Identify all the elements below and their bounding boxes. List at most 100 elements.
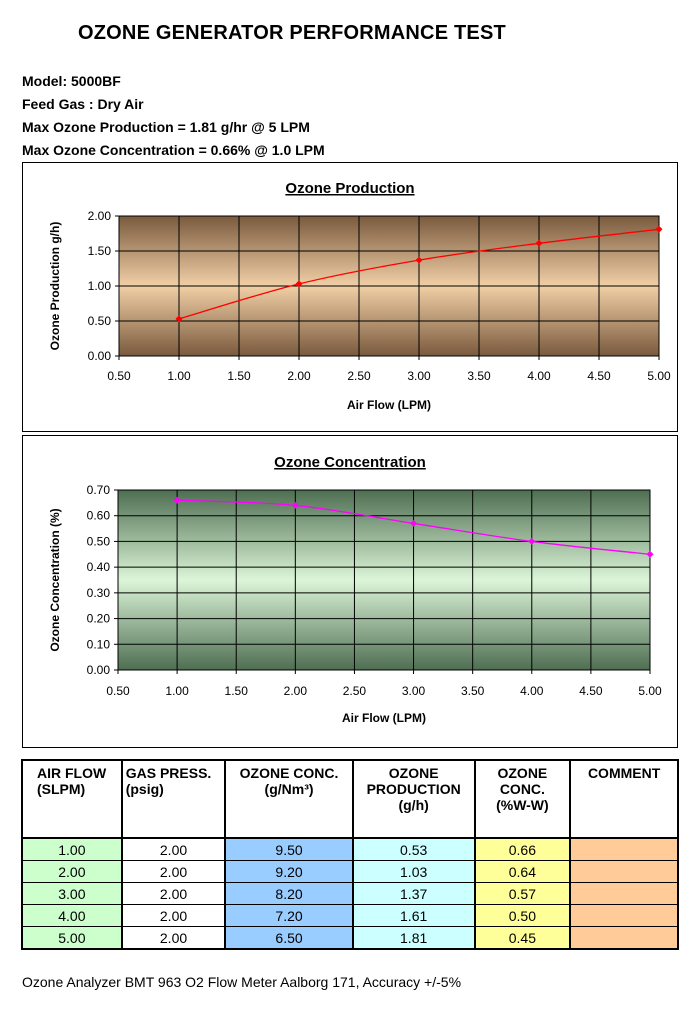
col-ozone-conc: OZONE CONC. (g/Nm³) — [224, 759, 354, 839]
x-tick-label: 2.50 — [343, 684, 367, 698]
cell-comment — [569, 837, 679, 861]
col-gas-press-unit: (psig) — [125, 781, 164, 797]
y-tick-label: 0.60 — [87, 509, 111, 523]
x-tick-label: 4.50 — [579, 684, 603, 698]
x-tick-label: 1.00 — [167, 369, 191, 383]
col-air-flow: AIR FLOW (SLPM) — [21, 759, 123, 839]
x-tick-label: 2.00 — [284, 684, 308, 698]
cell-gas-press: 2.00 — [120, 926, 227, 950]
concentration-data-point — [291, 501, 299, 509]
cell-ozone-conc: 8.20 — [224, 882, 354, 905]
col-gas-press-label: GAS PRESS. — [125, 765, 212, 781]
plot-area — [118, 490, 650, 670]
concentration-chart-box: 0.50 1.00 1.50 2.00 2.50 3.00 3.50 4.00 4.50 5.00… — [22, 435, 678, 748]
col-production-unit: (g/h) — [398, 797, 429, 813]
table-row: 1.00 2.00 9.50 0.53 0.66 — [21, 837, 679, 861]
col-production-label-2: PRODUCTION — [366, 781, 461, 797]
concentration-data-point — [646, 550, 654, 558]
y-tick-label: 0.30 — [87, 586, 111, 600]
col-air-flow-label: AIR FLOW — [37, 765, 107, 781]
footer-note: Ozone Analyzer BMT 963 O2 Flow Meter Aal… — [22, 974, 462, 990]
cell-gas-press: 2.00 — [120, 882, 227, 905]
production-chart-box: 0.50 1.00 1.50 2.00 2.50 3.00 3.50 4.00 4.50 5.00… — [22, 162, 678, 432]
cell-conc-pct: 0.50 — [473, 904, 572, 927]
concentration-data-point — [173, 496, 181, 504]
y-tick-label: 0.00 — [87, 663, 111, 677]
cell-production: 0.53 — [351, 837, 476, 861]
x-tick-label: 5.00 — [638, 684, 662, 698]
col-production: OZONE PRODUCTION (g/h) — [351, 759, 476, 839]
col-conc-pct-unit: (%W-W) — [496, 797, 549, 813]
col-conc-pct-label-2: CONC. — [499, 781, 545, 797]
y-tick-label: 0.20 — [87, 612, 111, 626]
col-ozone-conc-label: OZONE CONC. — [239, 765, 339, 781]
col-conc-pct: OZONE CONC. (%W-W) — [473, 759, 572, 839]
col-ozone-conc-unit: (g/Nm³) — [264, 781, 314, 797]
x-tick-label: 2.00 — [287, 369, 311, 383]
y-tick-label: 2.00 — [88, 209, 112, 223]
cell-conc-pct: 0.66 — [473, 837, 572, 861]
plot-border — [117, 489, 651, 671]
x-tick-label: 3.00 — [407, 369, 431, 383]
y-axis-title: Ozone Production g/h) — [48, 222, 62, 351]
concentration-data-point — [528, 537, 536, 545]
production-data-point — [295, 280, 303, 288]
x-axis-title: Air Flow (LPM) — [347, 398, 431, 412]
max-production-label: Max Ozone Production = 1.81 g/hr @ 5 LPM — [22, 119, 310, 135]
production-data-point — [655, 225, 663, 233]
production-data-point — [535, 239, 543, 247]
production-chart: 0.50 1.00 1.50 2.00 2.50 3.00 3.50 4.00 4.50 5.00… — [48, 180, 671, 412]
col-comment-label: COMMENT — [587, 765, 661, 781]
x-tick-label: 1.50 — [225, 684, 249, 698]
x-tick-label: 0.50 — [106, 684, 130, 698]
cell-production: 1.37 — [351, 882, 476, 905]
concentration-chart-title: Ozone Concentration — [274, 454, 426, 471]
x-tick-label: 3.50 — [461, 684, 485, 698]
production-data-point — [175, 315, 183, 323]
x-tick-label: 4.50 — [587, 369, 611, 383]
cell-ozone-conc: 7.20 — [224, 904, 354, 927]
col-conc-pct-label-1: OZONE — [497, 765, 548, 781]
cell-gas-press: 2.00 — [120, 837, 227, 861]
x-tick-label: 3.00 — [402, 684, 426, 698]
cell-gas-press: 2.00 — [120, 860, 227, 883]
col-production-label-1: OZONE — [388, 765, 439, 781]
x-tick-label: 4.00 — [527, 369, 551, 383]
cell-comment — [569, 882, 679, 905]
x-tick-label: 1.00 — [165, 684, 189, 698]
model-label: Model: 5000BF — [22, 73, 121, 89]
cell-conc-pct: 0.45 — [473, 926, 572, 950]
cell-ozone-conc: 9.50 — [224, 837, 354, 861]
table-row: 4.00 2.00 7.20 1.61 0.50 — [21, 904, 679, 927]
y-tick-label: 1.00 — [88, 279, 112, 293]
cell-air-flow: 3.00 — [21, 882, 123, 905]
col-air-flow-unit: (SLPM) — [37, 781, 86, 797]
table-row: 2.00 2.00 9.20 1.03 0.64 — [21, 860, 679, 883]
x-tick-label: 3.50 — [467, 369, 491, 383]
cell-conc-pct: 0.64 — [473, 860, 572, 883]
cell-ozone-conc: 9.20 — [224, 860, 354, 883]
y-tick-label: 0.00 — [88, 349, 112, 363]
production-chart-title: Ozone Production — [285, 180, 414, 197]
x-tick-label: 4.00 — [520, 684, 544, 698]
y-tick-label: 0.10 — [87, 637, 111, 651]
cell-production: 1.61 — [351, 904, 476, 927]
cell-production: 1.03 — [351, 860, 476, 883]
results-table: AIR FLOW (SLPM) GAS PRESS. (psig) OZONE CO… — [21, 759, 679, 950]
y-tick-label: 1.50 — [88, 244, 112, 258]
cell-comment — [569, 904, 679, 927]
y-tick-label: 0.70 — [87, 483, 111, 497]
table-row: 3.00 2.00 8.20 1.37 0.57 — [21, 882, 679, 905]
table-row: 5.00 2.00 6.50 1.81 0.45 — [21, 926, 679, 950]
x-tick-label: 0.50 — [107, 369, 131, 383]
cell-conc-pct: 0.57 — [473, 882, 572, 905]
page-title: OZONE GENERATOR PERFORMANCE TEST — [78, 22, 506, 44]
table-header-row: AIR FLOW (SLPM) GAS PRESS. (psig) OZONE CO… — [21, 759, 679, 839]
production-data-point — [415, 256, 423, 264]
cell-gas-press: 2.00 — [120, 904, 227, 927]
cell-air-flow: 4.00 — [21, 904, 123, 927]
y-tick-label: 0.50 — [87, 534, 111, 548]
col-comment: COMMENT — [569, 759, 679, 839]
cell-comment — [569, 926, 679, 950]
x-tick-label: 5.00 — [647, 369, 671, 383]
